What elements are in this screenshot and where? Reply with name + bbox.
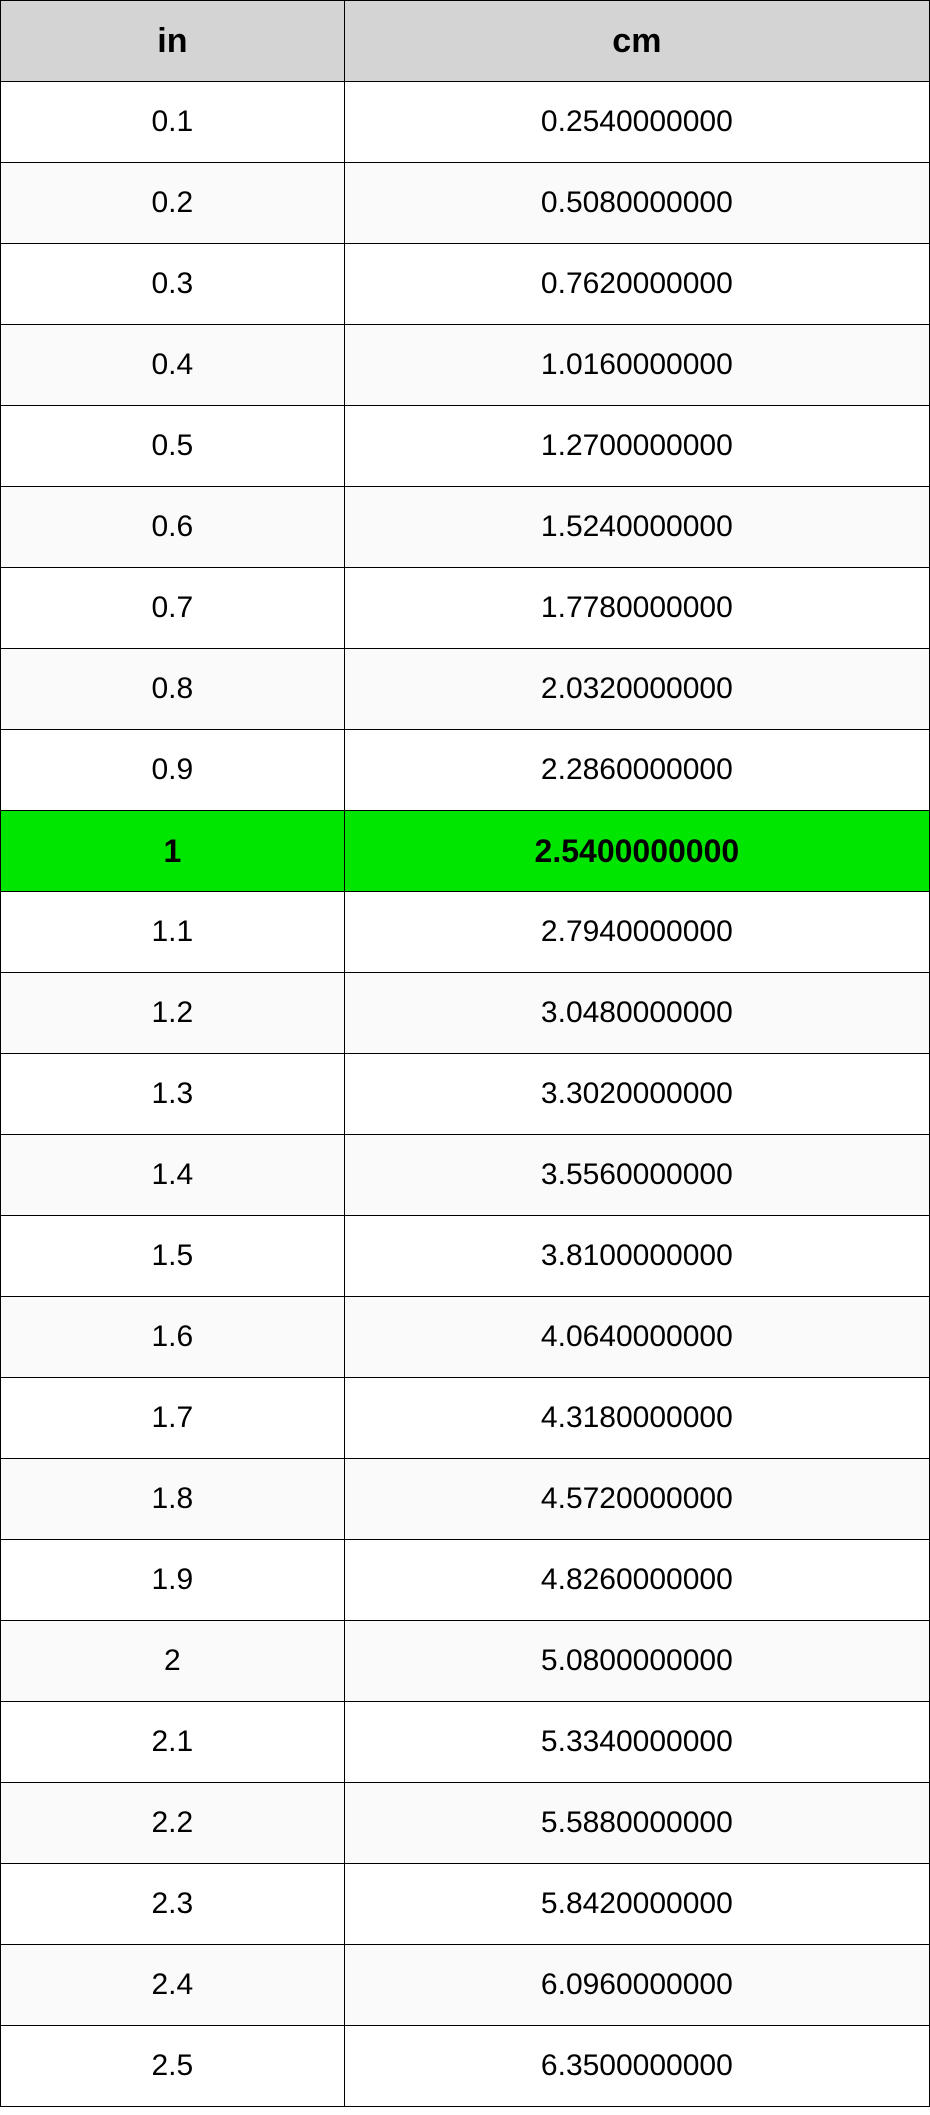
cell-cm: 5.5880000000 [344, 1783, 929, 1864]
table-row: 0.71.7780000000 [1, 568, 930, 649]
table-row: 2.25.5880000000 [1, 1783, 930, 1864]
cell-cm: 4.3180000000 [344, 1378, 929, 1459]
cell-cm: 6.0960000000 [344, 1945, 929, 2026]
cell-in: 2 [1, 1621, 345, 1702]
table-row: 12.5400000000 [1, 811, 930, 892]
table-row: 0.51.2700000000 [1, 406, 930, 487]
cell-cm: 3.8100000000 [344, 1216, 929, 1297]
cell-cm: 5.0800000000 [344, 1621, 929, 1702]
cell-in: 1.4 [1, 1135, 345, 1216]
cell-cm: 0.2540000000 [344, 82, 929, 163]
cell-cm: 1.2700000000 [344, 406, 929, 487]
table-row: 2.35.8420000000 [1, 1864, 930, 1945]
cell-in: 2.1 [1, 1702, 345, 1783]
cell-cm: 4.0640000000 [344, 1297, 929, 1378]
table-row: 1.12.7940000000 [1, 892, 930, 973]
cell-in: 1.5 [1, 1216, 345, 1297]
cell-cm: 4.8260000000 [344, 1540, 929, 1621]
conversion-table: in cm 0.10.25400000000.20.50800000000.30… [0, 0, 930, 2107]
cell-in: 0.7 [1, 568, 345, 649]
table-row: 1.43.5560000000 [1, 1135, 930, 1216]
table-row: 1.94.8260000000 [1, 1540, 930, 1621]
cell-cm: 3.3020000000 [344, 1054, 929, 1135]
cell-in: 0.3 [1, 244, 345, 325]
table-row: 0.92.2860000000 [1, 730, 930, 811]
cell-in: 1.6 [1, 1297, 345, 1378]
cell-cm: 2.0320000000 [344, 649, 929, 730]
cell-in: 0.8 [1, 649, 345, 730]
table-body: 0.10.25400000000.20.50800000000.30.76200… [1, 82, 930, 2107]
table-row: 1.64.0640000000 [1, 1297, 930, 1378]
table-row: 0.82.0320000000 [1, 649, 930, 730]
cell-cm: 5.3340000000 [344, 1702, 929, 1783]
cell-in: 0.1 [1, 82, 345, 163]
cell-in: 0.9 [1, 730, 345, 811]
table-row: 2.46.0960000000 [1, 1945, 930, 2026]
cell-cm: 1.7780000000 [344, 568, 929, 649]
cell-cm: 0.5080000000 [344, 163, 929, 244]
table-header-row: in cm [1, 1, 930, 82]
table-row: 25.0800000000 [1, 1621, 930, 1702]
table-row: 2.56.3500000000 [1, 2026, 930, 2107]
cell-in: 0.6 [1, 487, 345, 568]
cell-in: 2.2 [1, 1783, 345, 1864]
cell-in: 1 [1, 811, 345, 892]
cell-cm: 4.5720000000 [344, 1459, 929, 1540]
cell-cm: 3.5560000000 [344, 1135, 929, 1216]
cell-in: 1.9 [1, 1540, 345, 1621]
cell-in: 1.1 [1, 892, 345, 973]
cell-cm: 2.7940000000 [344, 892, 929, 973]
column-header-in: in [1, 1, 345, 82]
table-row: 2.15.3340000000 [1, 1702, 930, 1783]
cell-in: 0.2 [1, 163, 345, 244]
table-row: 0.20.5080000000 [1, 163, 930, 244]
table-row: 1.23.0480000000 [1, 973, 930, 1054]
column-header-cm: cm [344, 1, 929, 82]
table-row: 0.30.7620000000 [1, 244, 930, 325]
cell-in: 2.3 [1, 1864, 345, 1945]
cell-in: 0.4 [1, 325, 345, 406]
table-row: 1.74.3180000000 [1, 1378, 930, 1459]
cell-cm: 2.2860000000 [344, 730, 929, 811]
table-row: 0.41.0160000000 [1, 325, 930, 406]
cell-cm: 5.8420000000 [344, 1864, 929, 1945]
table-row: 1.33.3020000000 [1, 1054, 930, 1135]
cell-in: 2.5 [1, 2026, 345, 2107]
table-row: 0.61.5240000000 [1, 487, 930, 568]
cell-cm: 2.5400000000 [344, 811, 929, 892]
cell-cm: 3.0480000000 [344, 973, 929, 1054]
cell-in: 1.8 [1, 1459, 345, 1540]
cell-cm: 6.3500000000 [344, 2026, 929, 2107]
table-row: 1.84.5720000000 [1, 1459, 930, 1540]
cell-cm: 1.0160000000 [344, 325, 929, 406]
cell-in: 2.4 [1, 1945, 345, 2026]
cell-cm: 0.7620000000 [344, 244, 929, 325]
cell-in: 1.3 [1, 1054, 345, 1135]
table-row: 0.10.2540000000 [1, 82, 930, 163]
cell-in: 0.5 [1, 406, 345, 487]
cell-in: 1.2 [1, 973, 345, 1054]
cell-cm: 1.5240000000 [344, 487, 929, 568]
cell-in: 1.7 [1, 1378, 345, 1459]
table-row: 1.53.8100000000 [1, 1216, 930, 1297]
